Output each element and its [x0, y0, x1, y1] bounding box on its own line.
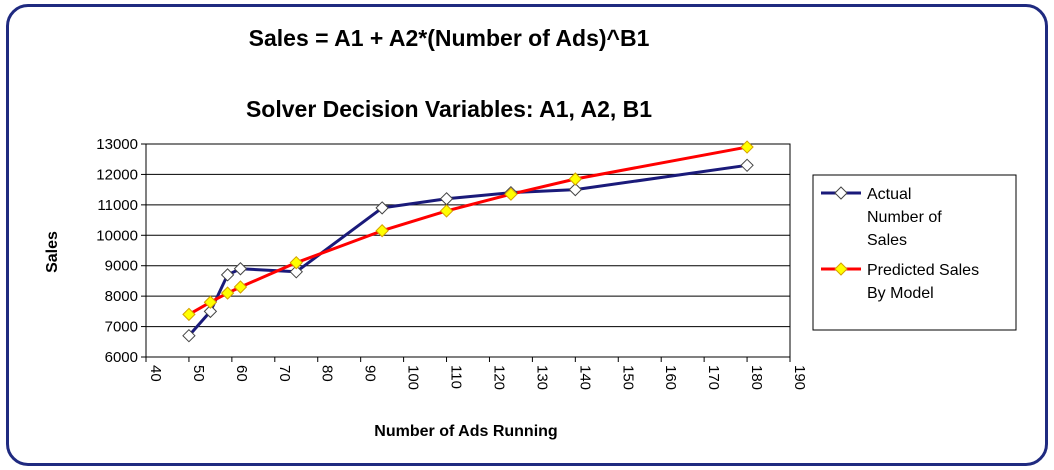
y-tick-label: 8000	[105, 288, 138, 305]
data-point-series-1	[439, 204, 454, 218]
y-axis-title: Sales	[44, 231, 61, 273]
x-tick-label: 150	[619, 365, 636, 390]
y-axis-ticks: 6000 7000 8000 9000 10000 11000 12000 13000	[96, 136, 146, 366]
gridlines	[146, 143, 790, 358]
data-point-series-0	[289, 265, 303, 279]
legend-label: Number of	[867, 209, 942, 226]
x-tick-label: 40	[147, 365, 164, 382]
x-tick-label: 130	[533, 365, 550, 390]
x-tick-label: 180	[748, 365, 765, 390]
x-tick-label: 160	[662, 365, 679, 390]
data-point-series-1	[740, 140, 754, 154]
x-tick-label: 110	[448, 365, 465, 389]
x-axis-ticks: 40 50 60 70 80 90 100 110 120 130 140 150 160 170 180 1…	[145, 357, 808, 390]
x-tick-label: 60	[233, 365, 250, 382]
x-tick-label: 70	[276, 365, 293, 382]
data-point-series-0	[233, 262, 248, 276]
series-lines	[187, 145, 748, 337]
data-point-series-1	[289, 255, 303, 270]
plot-area	[145, 143, 791, 358]
data-point-series-0	[375, 201, 389, 215]
x-tick-label: 120	[490, 365, 507, 390]
data-point-series-1	[220, 286, 235, 300]
data-point-series-1	[568, 172, 583, 186]
legend-swatch-marker	[834, 262, 848, 276]
y-tick-label: 13000	[96, 136, 138, 153]
y-tick-label: 6000	[105, 349, 138, 366]
x-tick-label: 80	[319, 365, 336, 382]
legend: Actual Number of Sales Predicted Sales By Mo…	[812, 174, 1017, 331]
series-line-1	[188, 145, 748, 316]
x-axis-title: Number of Ads Running	[374, 423, 557, 440]
data-point-series-0	[740, 158, 754, 173]
x-tick-label: 140	[576, 365, 593, 390]
legend-label: Predicted Sales	[867, 262, 979, 279]
y-tick-label: 9000	[105, 258, 138, 275]
legend-swatch-marker	[834, 186, 848, 200]
legend-box	[812, 174, 1017, 331]
y-tick-label: 10000	[96, 227, 138, 244]
data-point-series-1	[182, 307, 196, 322]
legend-label: By Model	[867, 285, 934, 302]
data-point-series-0	[220, 268, 235, 282]
x-tick-label: 50	[190, 365, 207, 382]
series-markers	[182, 140, 754, 343]
data-point-series-0	[182, 328, 196, 343]
data-point-series-1	[233, 280, 248, 294]
data-point-series-1	[375, 224, 389, 238]
x-tick-label: 100	[405, 365, 422, 390]
chart-subtitle: Solver Decision Variables: A1, A2, B1	[245, 96, 653, 122]
data-point-series-1	[203, 295, 218, 309]
data-point-series-0	[203, 304, 218, 319]
x-tick-label: 90	[362, 365, 379, 382]
y-tick-label: 7000	[105, 319, 138, 336]
y-tick-label: 11000	[97, 197, 138, 214]
chart-title: Sales = A1 + A2*(Number of Ads)^B1	[248, 25, 650, 51]
legend-label: Actual	[867, 186, 911, 203]
y-tick-label: 12000	[96, 166, 138, 183]
data-point-series-1	[504, 187, 518, 201]
x-tick-label: 170	[705, 365, 722, 390]
series-line-0	[187, 163, 748, 337]
legend-label: Sales	[867, 232, 907, 249]
x-tick-label: 190	[791, 365, 808, 390]
data-point-series-0	[568, 182, 583, 197]
